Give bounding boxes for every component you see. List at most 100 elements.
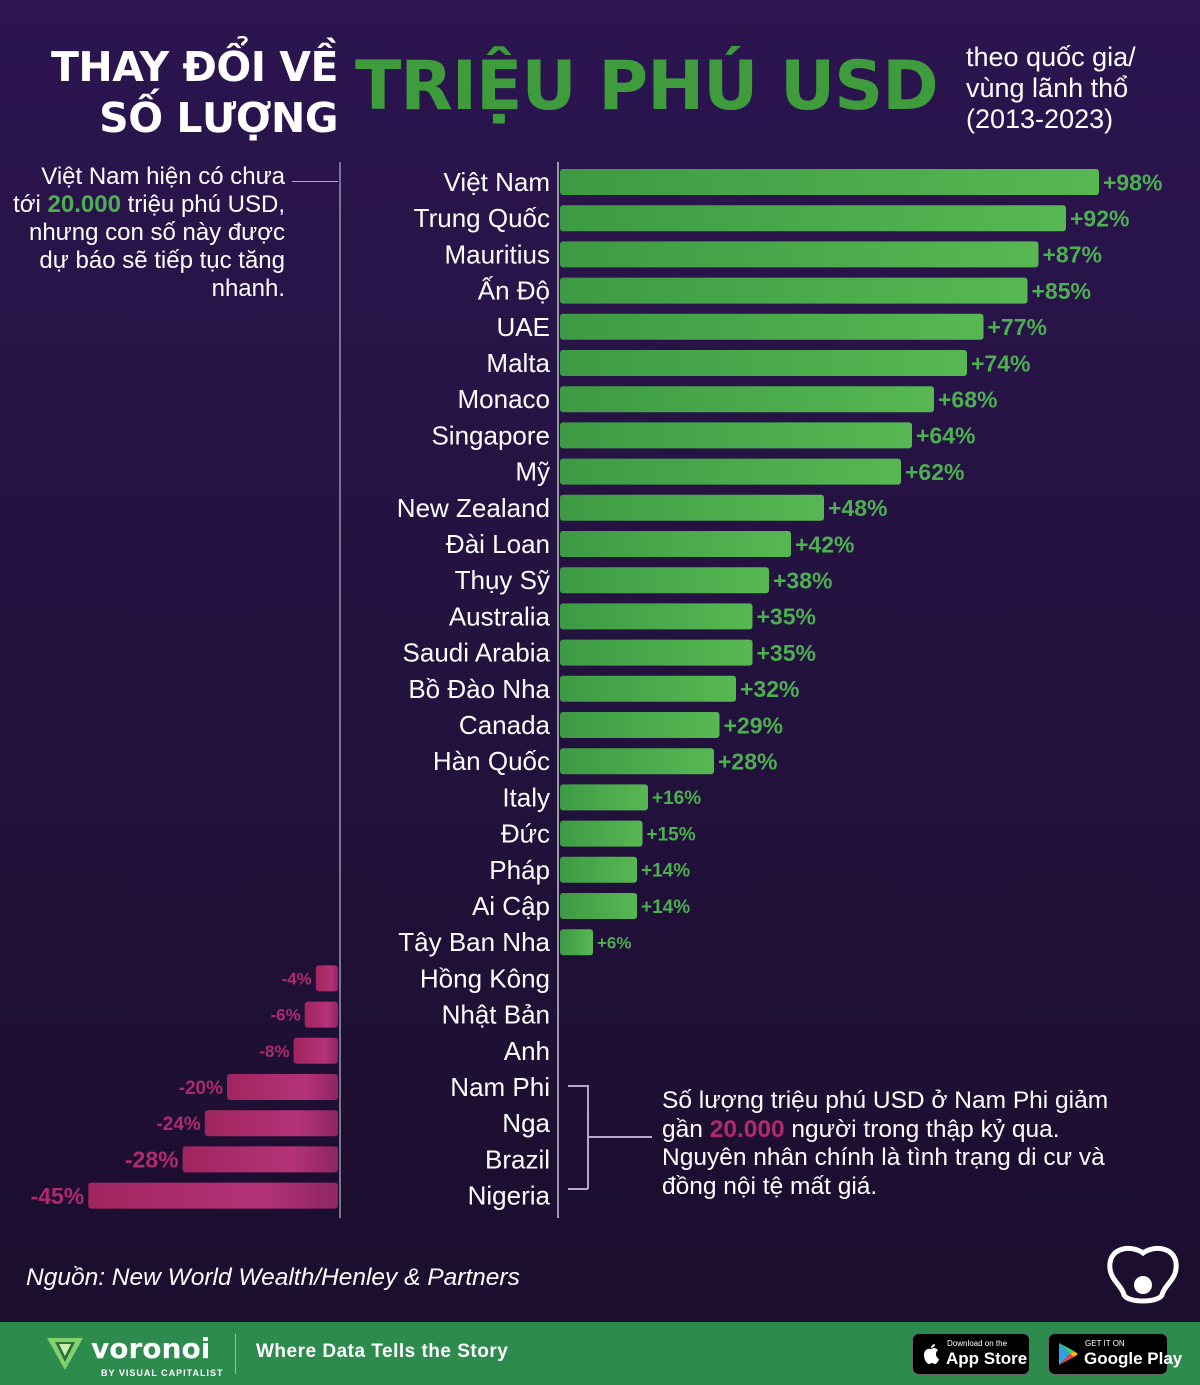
bar-anh (293, 1037, 338, 1064)
category-label-singapore: Singapore (431, 420, 550, 450)
bar-italy (560, 784, 648, 811)
category-label-uae: UAE (497, 312, 550, 342)
category-label-trung-quoc: Trung Quốc (414, 203, 550, 233)
subtitle-line-3: (2013-2023) (966, 104, 1114, 134)
category-label-italy: Italy (502, 782, 550, 812)
bracket-line-connector (588, 1136, 652, 1138)
google-play-button[interactable]: GET IT ON Google Play (1048, 1333, 1182, 1375)
value-label-phap: +14% (641, 861, 690, 882)
google-play-small: GET IT ON (1085, 1339, 1125, 1348)
annotation-nam-phi: Số lượng triệu phú USD ở Nam Phi giảm gầ… (662, 1087, 1132, 1201)
value-label-dai-loan: +42% (795, 531, 854, 557)
category-label-monaco: Monaco (458, 384, 551, 414)
bar-trung-quoc (560, 205, 1066, 232)
apple-icon (924, 1344, 939, 1364)
category-label-hong-kong: Hồng Kông (420, 963, 550, 993)
category-label-my: Mỹ (515, 457, 550, 487)
bar-nam-phi (227, 1074, 338, 1100)
value-label-australia: +35% (757, 604, 816, 630)
category-label-mauritius: Mauritius (445, 239, 550, 269)
category-label-malta: Malta (486, 348, 550, 378)
bracket-line-top (568, 1085, 588, 1087)
bar-chart: Việt Nam +98% Trung Quốc +92% Mauritius +87% Ấ… (31, 167, 1163, 1211)
title-line-2: SỐ LƯỢNG (99, 94, 338, 142)
annotation-nam-phi-highlight: 20.000 (709, 1115, 785, 1143)
value-label-bo-dao-nha: +32% (740, 676, 799, 702)
brand-sub: BY VISUAL CAPITALIST (101, 1368, 224, 1378)
value-label-duc: +15% (647, 824, 696, 845)
category-label-phap: Pháp (489, 855, 550, 885)
category-label-an-do: Ấn Độ (478, 276, 550, 306)
value-label-ai-cap: +14% (641, 897, 690, 918)
bar-monaco (560, 386, 934, 413)
bar-uae (560, 313, 984, 340)
bar-malta (560, 350, 967, 376)
category-label-bo-dao-nha: Bồ Đào Nha (408, 674, 550, 704)
bar-duc (560, 820, 643, 847)
bar-new-zealand (560, 494, 824, 521)
title-main: TRIỆU PHÚ USD (355, 47, 939, 126)
annotation-vietnam-text-2: triệu phú USD, nhưng con số này được dự … (28, 191, 285, 302)
value-label-an-do: +85% (1032, 278, 1091, 304)
bar-nigeria (88, 1182, 338, 1209)
subtitle-line-1: theo quốc gia/ (966, 42, 1136, 72)
bar-ai-cap (560, 893, 637, 919)
bar-dai-loan (560, 531, 791, 557)
annotation-nam-phi-text-2: người trong thập kỷ qua. Nguyên nhân chí… (662, 1115, 1105, 1200)
voronoi-logo-icon (47, 1338, 83, 1370)
brand-name: voronoi (91, 1332, 211, 1365)
value-label-nigeria: -45% (31, 1183, 85, 1209)
category-label-canada: Canada (459, 710, 551, 740)
footer-bar: voronoi BY VISUAL CAPITALIST Where Data … (0, 1322, 1200, 1385)
annotation-vietnam-highlight: 20.000 (47, 191, 121, 218)
value-label-anh: -8% (259, 1042, 289, 1061)
title-left: THAY ĐỔI VỀ SỐ LƯỢNG (40, 42, 339, 144)
category-label-ai-cap: Ai Cập (472, 891, 550, 921)
bar-an-do (560, 277, 1028, 304)
category-label-han-quoc: Hàn Quốc (433, 746, 550, 776)
bar-phap (560, 856, 637, 883)
value-label-viet-nam: +98% (1103, 169, 1162, 195)
value-label-brazil: -28% (125, 1147, 179, 1173)
annotation-vietnam-leader (292, 181, 338, 182)
bar-saudi-arabia (560, 639, 753, 666)
category-label-thuy-sy: Thụy Sỹ (455, 565, 550, 595)
category-label-dai-loan: Đài Loan (446, 529, 550, 559)
value-label-monaco: +68% (938, 386, 997, 412)
annotation-vietnam: Việt Nam hiện có chưa tới 20.000 triệu p… (10, 163, 285, 303)
category-label-nigeria: Nigeria (468, 1181, 551, 1211)
value-label-nhat-ban: -6% (270, 1006, 300, 1025)
title-line-1: THAY ĐỔI VỀ (50, 43, 339, 91)
category-label-brazil: Brazil (485, 1144, 550, 1174)
value-label-nam-phi: -20% (179, 1078, 223, 1099)
bar-bo-dao-nha (560, 675, 736, 702)
value-label-my: +62% (905, 459, 964, 485)
value-label-han-quoc: +28% (718, 748, 777, 774)
value-label-italy: +16% (652, 788, 701, 809)
bar-australia (560, 603, 753, 630)
bar-tay-ban-nha (560, 929, 593, 956)
zero-axis-line (557, 162, 559, 1218)
value-label-nga: -24% (156, 1114, 200, 1135)
app-store-button[interactable]: Download on the App Store (912, 1333, 1030, 1375)
annotation-nam-phi-text-1: Số lượng triệu phú USD ở Nam Phi giảm gầ… (662, 1087, 1109, 1143)
annotation-vietnam-text-1: Việt Nam hiện có chưa tới (13, 163, 285, 218)
bar-han-quoc (560, 748, 714, 775)
value-label-saudi-arabia: +35% (757, 640, 816, 666)
tagline: Where Data Tells the Story (256, 1341, 509, 1362)
value-label-new-zealand: +48% (828, 495, 887, 521)
value-label-thuy-sy: +38% (773, 567, 832, 593)
value-label-uae: +77% (988, 314, 1047, 340)
category-label-nga: Nga (502, 1108, 550, 1138)
bar-brazil (182, 1146, 338, 1173)
category-label-saudi-arabia: Saudi Arabia (403, 638, 551, 668)
footer-divider (235, 1334, 236, 1374)
bar-nga (204, 1110, 338, 1137)
bar-nhat-ban (304, 1001, 338, 1028)
bar-thuy-sy (560, 567, 769, 594)
app-store-small: Download on the (947, 1339, 1008, 1348)
subtitle-line-2: vùng lãnh thổ (966, 73, 1129, 103)
value-label-malta: +74% (971, 350, 1030, 376)
category-label-nam-phi: Nam Phi (450, 1072, 550, 1102)
value-label-hong-kong: -4% (282, 970, 312, 989)
